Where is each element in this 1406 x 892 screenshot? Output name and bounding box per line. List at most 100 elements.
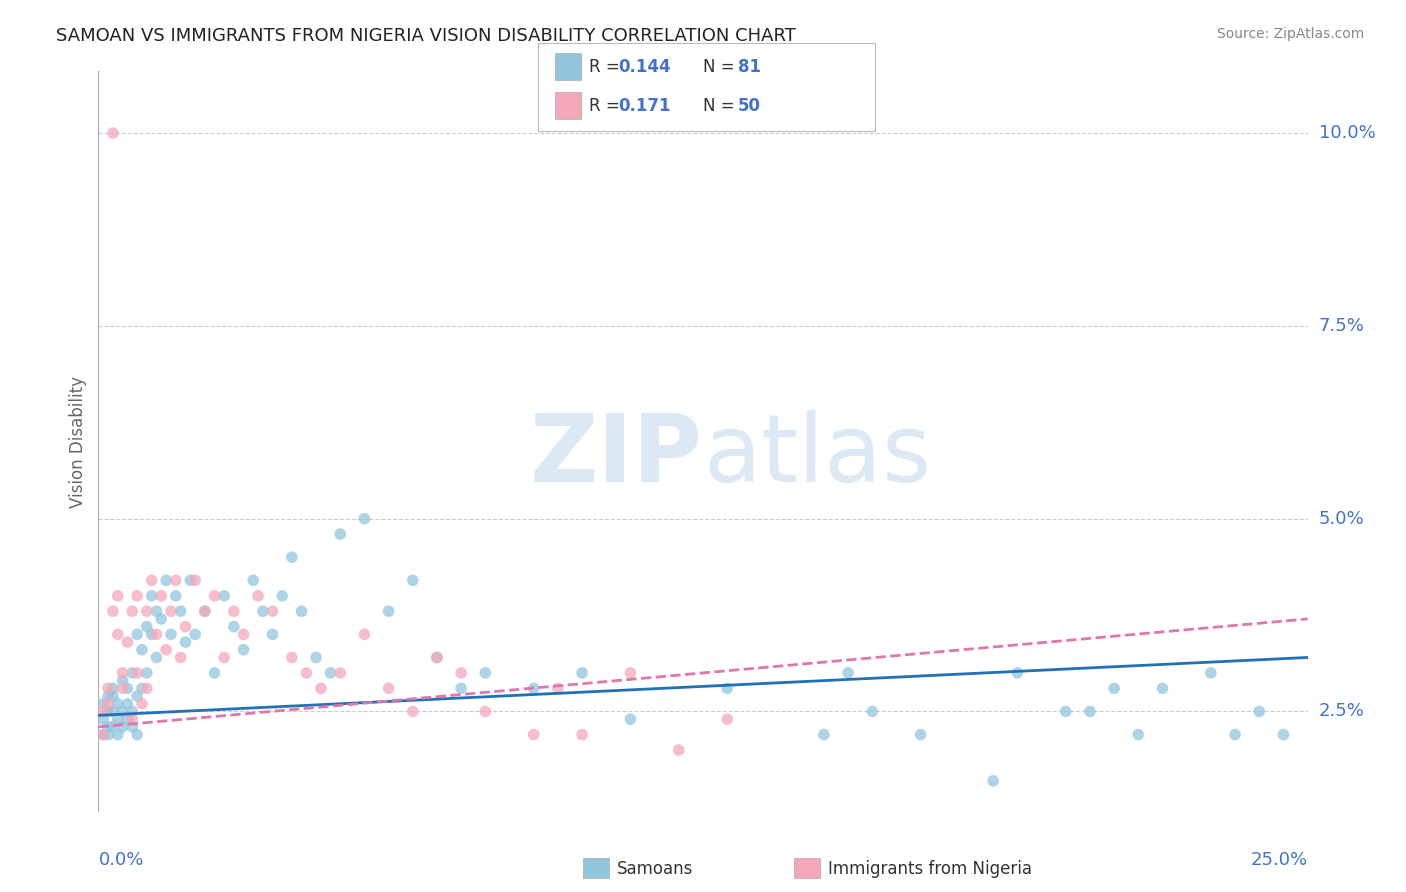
Text: SAMOAN VS IMMIGRANTS FROM NIGERIA VISION DISABILITY CORRELATION CHART: SAMOAN VS IMMIGRANTS FROM NIGERIA VISION… (56, 27, 796, 45)
Point (1128, 728, 1150, 742)
Point (165, 589, 187, 603)
Point (860, 705, 883, 719)
Point (160, 604, 183, 618)
Point (319, 665, 342, 680)
Point (402, 705, 425, 719)
Point (97, 697, 120, 711)
Point (281, 550, 304, 565)
Point (523, 681, 546, 696)
Point (101, 720, 124, 734)
Point (111, 720, 134, 734)
Point (121, 720, 143, 734)
Point (145, 627, 167, 641)
Point (127, 589, 149, 603)
Point (668, 743, 690, 757)
Point (450, 681, 472, 696)
Point (1199, 665, 1222, 680)
Point (1078, 705, 1101, 719)
Text: ZIP: ZIP (530, 410, 703, 502)
Point (111, 665, 134, 680)
Point (194, 604, 217, 618)
Point (101, 681, 124, 696)
Point (97, 689, 120, 703)
Point (135, 665, 157, 680)
Point (252, 604, 274, 618)
Point (141, 589, 163, 603)
Point (981, 773, 1004, 788)
Text: 0.171: 0.171 (619, 97, 671, 115)
Text: Immigrants from Nigeria: Immigrants from Nigeria (828, 860, 1032, 878)
Point (101, 126, 124, 140)
Point (222, 619, 245, 633)
Point (97, 720, 120, 734)
Point (121, 604, 143, 618)
Point (1249, 705, 1271, 719)
Point (135, 619, 157, 633)
Point (305, 650, 328, 665)
Text: 2.5%: 2.5% (1319, 703, 1365, 721)
Text: 10.0%: 10.0% (1319, 124, 1375, 142)
Point (117, 635, 139, 649)
Point (131, 697, 153, 711)
Text: N =: N = (703, 59, 740, 77)
Point (131, 642, 153, 657)
Point (547, 681, 569, 696)
Point (353, 511, 375, 525)
Point (150, 589, 173, 603)
Point (179, 574, 201, 588)
Point (212, 650, 235, 665)
Point (204, 665, 226, 680)
Point (169, 604, 191, 618)
Point (174, 619, 197, 633)
Point (155, 642, 177, 657)
Point (1102, 681, 1125, 696)
Point (474, 665, 496, 680)
Point (101, 689, 124, 703)
Point (165, 574, 187, 588)
Point (141, 627, 163, 641)
Point (309, 681, 332, 696)
Point (1152, 681, 1174, 696)
Point (101, 604, 124, 618)
Point (91, 728, 114, 742)
Point (247, 589, 270, 603)
Y-axis label: Vision Disability: Vision Disability (69, 376, 87, 508)
Point (204, 589, 226, 603)
Text: N =: N = (703, 97, 740, 115)
Point (184, 627, 207, 641)
Point (1054, 705, 1077, 719)
Point (329, 527, 352, 541)
Point (101, 705, 124, 719)
Point (117, 712, 139, 726)
Point (145, 650, 167, 665)
Point (121, 665, 143, 680)
Point (160, 627, 183, 641)
Point (262, 627, 284, 641)
Point (353, 627, 375, 641)
Point (523, 728, 546, 742)
Point (107, 589, 129, 603)
Text: Samoans: Samoans (617, 860, 693, 878)
Point (262, 604, 284, 618)
Point (150, 612, 173, 626)
Point (107, 712, 129, 726)
Point (242, 574, 264, 588)
Point (127, 689, 149, 703)
Point (174, 635, 197, 649)
Point (402, 574, 425, 588)
Point (281, 650, 304, 665)
Point (426, 650, 449, 665)
Point (377, 604, 399, 618)
Point (619, 665, 641, 680)
Text: 5.0%: 5.0% (1319, 509, 1364, 528)
Point (145, 604, 167, 618)
Point (127, 627, 149, 641)
Point (141, 574, 163, 588)
Point (121, 712, 143, 726)
Text: Source: ZipAtlas.com: Source: ZipAtlas.com (1216, 27, 1364, 41)
Point (222, 604, 245, 618)
Text: atlas: atlas (703, 410, 931, 502)
Point (117, 681, 139, 696)
Point (97, 728, 120, 742)
Point (329, 665, 352, 680)
